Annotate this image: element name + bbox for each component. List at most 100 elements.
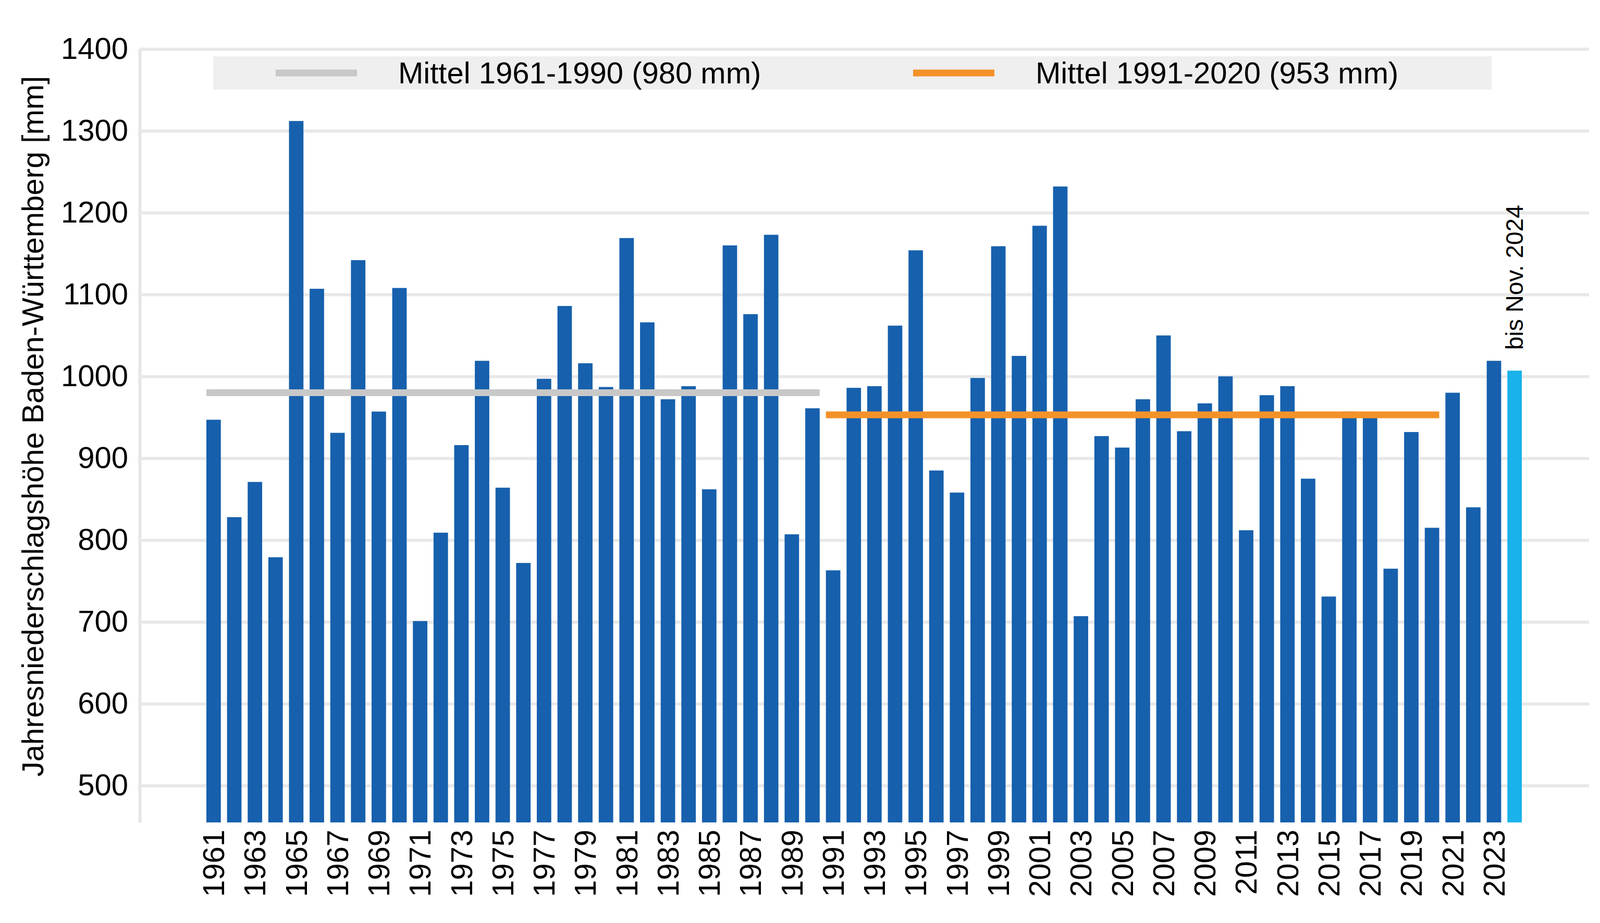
bar	[268, 557, 283, 823]
annotation: bis Nov. 2024	[1500, 204, 1529, 350]
bar	[764, 234, 779, 823]
x-tick: 1969	[361, 822, 396, 897]
x-tick: 2007	[1146, 822, 1181, 897]
x-tick-label: 1981	[609, 829, 644, 897]
bar	[1259, 395, 1275, 823]
x-tick-label: 1989	[774, 829, 809, 897]
y-axis: 50060070080090010001100120013001400	[60, 31, 1590, 823]
x-axis: 1961196319651967196919711973197519771979…	[196, 822, 1515, 897]
y-tick-label: 900	[77, 440, 129, 475]
mean-line	[826, 411, 1440, 418]
bar	[660, 399, 676, 823]
x-tick: 1977	[526, 822, 561, 897]
bar	[970, 377, 986, 823]
y-tick-label: 1200	[60, 194, 129, 229]
x-tick: 1975	[485, 822, 520, 897]
bar	[247, 482, 263, 823]
bar	[1404, 432, 1419, 823]
bar	[227, 517, 242, 823]
x-tick-label: 1969	[361, 829, 396, 897]
bar	[557, 305, 573, 823]
y-tick-label: 800	[77, 522, 129, 557]
y-tick-label: 1100	[63, 276, 129, 311]
x-tick: 1981	[609, 822, 644, 897]
bar	[1280, 386, 1295, 823]
x-tick: 1987	[733, 822, 768, 897]
bars	[206, 120, 1522, 823]
bar	[640, 322, 655, 823]
legend-swatch	[275, 69, 358, 77]
legend-label: Mittel 1961-1990 (980 mm)	[398, 55, 761, 90]
x-tick: 1983	[650, 822, 685, 897]
bar	[1321, 596, 1337, 823]
bar	[392, 288, 408, 823]
bar	[1197, 403, 1213, 823]
bar	[1053, 186, 1068, 823]
bar	[702, 489, 717, 823]
x-tick: 1993	[857, 822, 892, 897]
bar	[846, 387, 861, 823]
y-tick-label: 600	[77, 685, 129, 720]
y-axis-line	[138, 49, 142, 823]
x-tick-label: 1977	[526, 829, 561, 897]
x-tick-label: 1965	[279, 829, 314, 897]
bar	[1114, 447, 1130, 823]
x-tick-label: 1995	[898, 829, 933, 897]
x-tick: 1971	[402, 822, 437, 897]
bar	[453, 445, 469, 823]
y-tick-label: 700	[77, 604, 129, 638]
x-tick: 2011	[1228, 822, 1263, 895]
y-tick: 800	[77, 522, 1590, 557]
bar	[206, 419, 221, 823]
bar	[1094, 436, 1110, 823]
bar	[1073, 616, 1089, 823]
bar	[784, 534, 799, 823]
x-tick: 2021	[1435, 822, 1470, 897]
bar	[722, 245, 738, 823]
x-tick-label: 1999	[981, 829, 1016, 897]
x-tick: 2015	[1311, 822, 1346, 897]
x-tick: 1965	[279, 822, 314, 897]
bar	[929, 470, 944, 823]
bar	[1383, 568, 1399, 823]
plot-area	[206, 120, 1522, 823]
bar	[1176, 431, 1192, 823]
bar	[805, 408, 820, 823]
x-tick: 2019	[1394, 822, 1429, 897]
x-tick-label: 1983	[650, 829, 685, 897]
bar	[1218, 376, 1234, 823]
y-axis-title: Jahresniederschlagshöhe Baden-Württember…	[15, 76, 50, 777]
bar	[1362, 413, 1378, 823]
bar	[1424, 527, 1440, 823]
x-tick-label: 2021	[1435, 829, 1470, 897]
bar	[888, 325, 903, 823]
bar	[867, 386, 882, 823]
x-tick-label: 1993	[857, 829, 892, 897]
bar	[908, 250, 923, 823]
x-tick-label: 1997	[940, 829, 975, 897]
bar	[1238, 530, 1254, 823]
mean-line	[206, 389, 820, 397]
x-tick: 1967	[320, 822, 355, 897]
y-tick-label: 1400	[60, 31, 129, 66]
x-tick-label: 2013	[1270, 829, 1305, 897]
bar	[515, 562, 531, 823]
legend-swatch	[913, 69, 995, 77]
x-tick: 2017	[1352, 822, 1387, 897]
x-tick-label: 2015	[1311, 829, 1346, 897]
x-tick: 1963	[237, 822, 272, 897]
grid-line	[139, 47, 1590, 52]
bar	[1507, 370, 1522, 823]
bar	[433, 532, 449, 823]
x-tick-label: 2009	[1187, 829, 1222, 897]
bar	[536, 378, 552, 823]
bar	[1300, 478, 1316, 823]
x-tick: 1961	[196, 822, 231, 897]
bar	[330, 433, 346, 823]
x-tick: 2003	[1063, 822, 1098, 897]
x-tick-label: 1967	[320, 829, 355, 897]
x-tick: 2001	[1022, 822, 1057, 897]
bar	[495, 487, 511, 823]
x-tick: 2009	[1187, 822, 1222, 897]
bar	[1156, 335, 1172, 823]
